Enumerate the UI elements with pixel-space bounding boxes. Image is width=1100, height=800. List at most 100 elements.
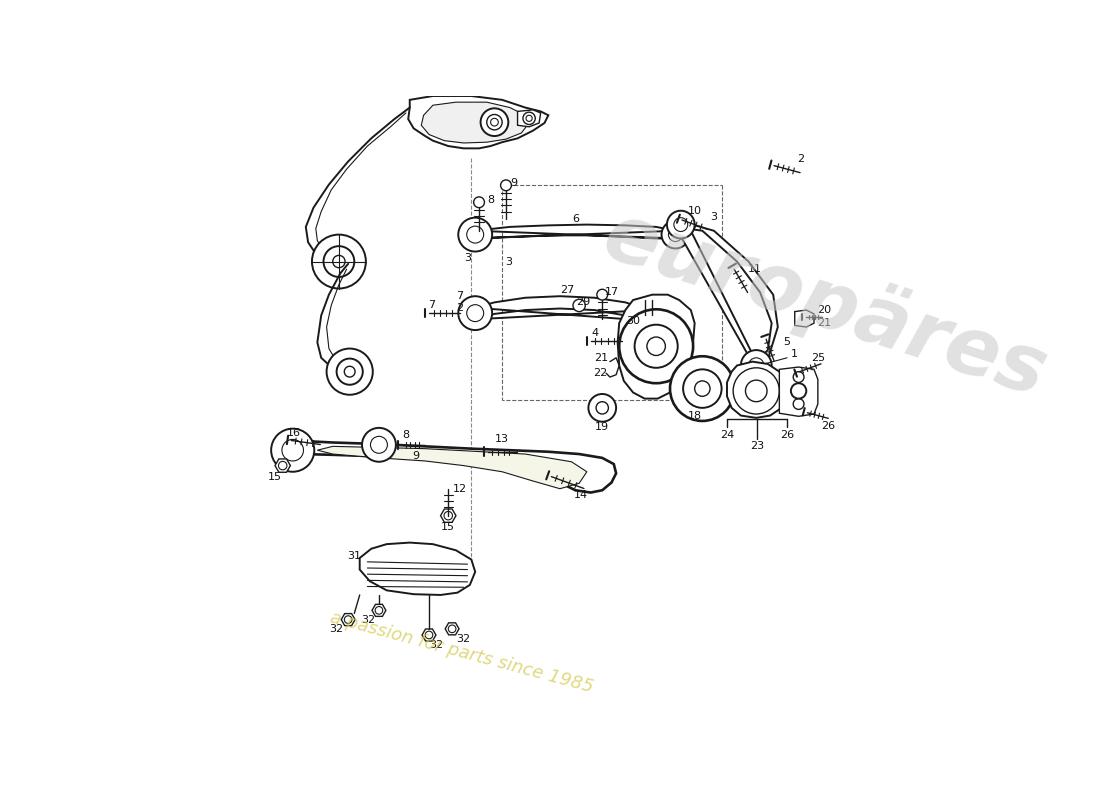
- Text: 21: 21: [817, 318, 832, 328]
- Circle shape: [588, 394, 616, 422]
- Circle shape: [474, 197, 484, 208]
- Circle shape: [466, 226, 484, 243]
- Text: 2: 2: [456, 302, 463, 313]
- Text: 24: 24: [719, 430, 734, 440]
- Circle shape: [670, 356, 735, 421]
- Text: 2: 2: [798, 154, 804, 164]
- Text: 6: 6: [572, 214, 579, 224]
- Circle shape: [640, 307, 657, 324]
- Text: 27: 27: [561, 285, 574, 295]
- Text: 29: 29: [576, 298, 590, 307]
- Polygon shape: [408, 96, 548, 148]
- Polygon shape: [446, 623, 459, 635]
- Polygon shape: [440, 509, 455, 522]
- Text: europäres: europäres: [593, 194, 1057, 414]
- Circle shape: [793, 398, 804, 410]
- Circle shape: [491, 118, 498, 126]
- Circle shape: [500, 180, 512, 190]
- Circle shape: [337, 358, 363, 385]
- Circle shape: [573, 299, 585, 312]
- Circle shape: [459, 218, 492, 251]
- Circle shape: [748, 358, 763, 373]
- Polygon shape: [475, 225, 675, 238]
- Text: 14: 14: [573, 490, 587, 500]
- Text: 23: 23: [750, 442, 764, 451]
- Circle shape: [444, 511, 452, 520]
- Text: 12: 12: [453, 484, 466, 494]
- Circle shape: [631, 298, 666, 332]
- Text: 13: 13: [495, 434, 509, 445]
- Text: 22: 22: [594, 368, 608, 378]
- Polygon shape: [779, 367, 818, 416]
- Text: 25: 25: [811, 353, 825, 363]
- Circle shape: [282, 439, 304, 461]
- Text: 16: 16: [287, 428, 301, 438]
- Polygon shape: [341, 614, 355, 626]
- Circle shape: [362, 428, 396, 462]
- Polygon shape: [360, 542, 475, 595]
- Circle shape: [674, 218, 688, 231]
- Circle shape: [449, 625, 455, 633]
- Polygon shape: [675, 223, 778, 370]
- Polygon shape: [422, 629, 436, 641]
- Text: 3: 3: [711, 212, 717, 222]
- Text: 32: 32: [330, 624, 343, 634]
- Circle shape: [486, 114, 502, 130]
- Polygon shape: [727, 362, 788, 418]
- Circle shape: [459, 296, 492, 330]
- Circle shape: [746, 380, 767, 402]
- Polygon shape: [475, 296, 649, 321]
- Circle shape: [481, 108, 508, 136]
- Text: 15: 15: [268, 472, 282, 482]
- Text: 1: 1: [791, 349, 799, 359]
- Text: 31: 31: [348, 551, 361, 562]
- Polygon shape: [517, 110, 541, 126]
- Circle shape: [683, 370, 722, 408]
- Polygon shape: [318, 446, 587, 489]
- Text: 11: 11: [748, 264, 761, 274]
- Text: 26: 26: [821, 421, 835, 430]
- Text: 18: 18: [688, 410, 702, 421]
- Polygon shape: [618, 294, 695, 398]
- Text: 4: 4: [591, 328, 598, 338]
- Circle shape: [522, 112, 536, 125]
- Circle shape: [695, 381, 711, 396]
- Circle shape: [375, 606, 383, 614]
- Circle shape: [278, 462, 287, 470]
- Circle shape: [526, 115, 532, 122]
- Text: 17: 17: [604, 287, 618, 298]
- Circle shape: [596, 402, 608, 414]
- Circle shape: [647, 337, 666, 355]
- Text: 3: 3: [464, 253, 471, 262]
- Text: 7: 7: [428, 301, 435, 310]
- Text: 15: 15: [441, 522, 455, 532]
- Circle shape: [344, 366, 355, 377]
- Circle shape: [344, 616, 352, 623]
- Text: 10: 10: [688, 206, 702, 217]
- Text: 9: 9: [510, 178, 517, 188]
- Circle shape: [741, 350, 772, 381]
- Circle shape: [466, 305, 484, 322]
- Polygon shape: [794, 310, 814, 327]
- Text: 32: 32: [456, 634, 471, 644]
- Text: a passion for parts since 1985: a passion for parts since 1985: [329, 608, 595, 696]
- Polygon shape: [283, 441, 616, 493]
- Text: 21: 21: [594, 353, 608, 363]
- Polygon shape: [421, 102, 529, 143]
- Circle shape: [661, 221, 690, 249]
- Circle shape: [327, 349, 373, 394]
- Circle shape: [733, 368, 779, 414]
- Circle shape: [619, 310, 693, 383]
- Circle shape: [597, 290, 607, 300]
- Circle shape: [791, 383, 806, 398]
- Text: 5: 5: [783, 338, 791, 347]
- Circle shape: [667, 210, 695, 238]
- Text: 8: 8: [403, 430, 409, 440]
- Circle shape: [332, 255, 345, 268]
- Polygon shape: [372, 604, 386, 616]
- Text: 20: 20: [817, 305, 832, 315]
- Polygon shape: [275, 459, 290, 472]
- Circle shape: [426, 631, 432, 639]
- Text: 19: 19: [595, 422, 609, 432]
- Text: 32: 32: [430, 640, 443, 650]
